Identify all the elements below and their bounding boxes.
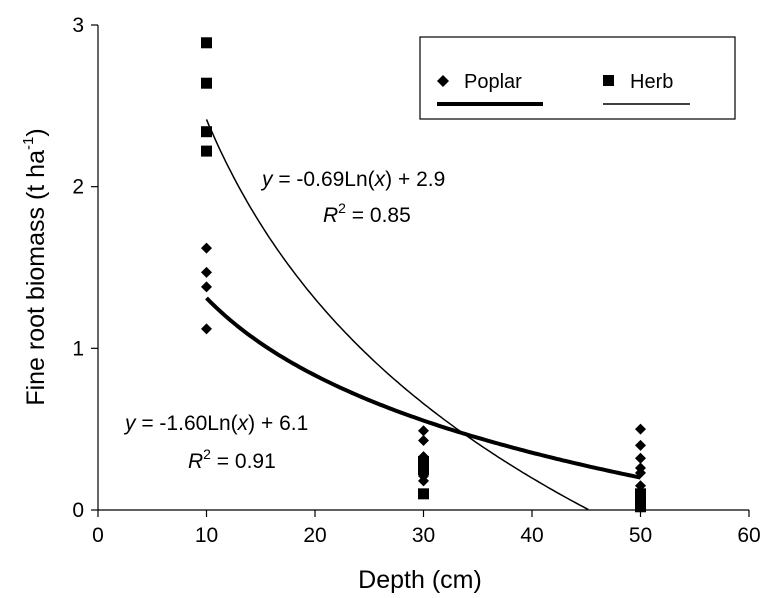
legend-poplar-marker xyxy=(437,75,449,87)
point-poplar xyxy=(201,323,212,335)
herb-equation: y = -0.69Ln(x) + 2.9 xyxy=(260,168,445,191)
poplar-r2: R2 = 0.91 xyxy=(188,446,276,473)
point-poplar xyxy=(418,434,429,446)
x-tick-label: 30 xyxy=(412,524,435,547)
point-herb xyxy=(201,126,212,138)
poplar-equation: y = -1.60Ln(x) + 6.1 xyxy=(123,412,308,435)
point-poplar xyxy=(201,266,212,278)
legend-poplar-label: Poplar xyxy=(464,71,522,93)
y-tick-label: 1 xyxy=(72,337,84,360)
point-poplar xyxy=(418,475,429,487)
point-herb xyxy=(201,145,212,157)
y-tick-label: 0 xyxy=(72,499,84,522)
point-poplar xyxy=(201,281,212,293)
point-herb xyxy=(635,501,646,513)
y-tick-label: 2 xyxy=(72,176,84,199)
point-herb xyxy=(418,456,429,467)
point-herb xyxy=(201,37,212,49)
point-poplar xyxy=(418,425,429,437)
point-herb xyxy=(201,77,212,89)
trendlines xyxy=(205,119,641,511)
x-tick-label: 10 xyxy=(195,524,218,547)
herb-r2: R2 = 0.85 xyxy=(323,200,411,227)
x-tick-label: 20 xyxy=(303,524,326,547)
point-poplar xyxy=(635,467,646,479)
axes: 0 10 20 30 40 50 60 0 1 2 3 xyxy=(72,14,760,547)
trendline-poplar xyxy=(205,296,641,480)
x-tick-label: 40 xyxy=(520,524,543,547)
point-herb xyxy=(418,488,429,500)
x-tick-label: 0 xyxy=(92,524,104,547)
point-poplar xyxy=(635,452,646,464)
point-poplar xyxy=(635,439,646,451)
point-poplar xyxy=(201,242,212,254)
x-tick-label: 50 xyxy=(629,524,652,547)
legend-herb-label: Herb xyxy=(630,71,673,93)
y-tick-label: 3 xyxy=(72,14,84,37)
x-axis-title: Depth (cm) xyxy=(358,566,482,594)
legend: Poplar Herb xyxy=(419,36,736,120)
trendline-herb xyxy=(205,119,589,511)
x-tick-label: 60 xyxy=(737,524,760,547)
point-poplar xyxy=(635,423,646,435)
legend-herb-marker xyxy=(603,75,614,86)
point-herb xyxy=(418,464,429,476)
y-axis-title: Fine root biomass (t ha-1) xyxy=(20,128,50,405)
data-points xyxy=(201,37,646,513)
